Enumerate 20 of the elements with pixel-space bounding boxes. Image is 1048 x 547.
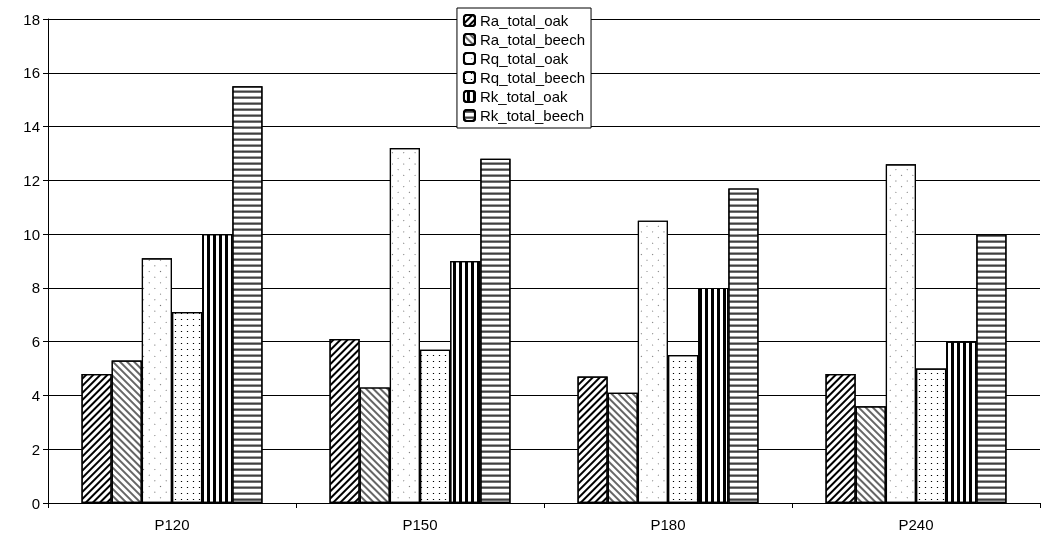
x-tick-label: P240	[898, 516, 934, 533]
legend-label: Ra_total_oak	[479, 12, 569, 29]
x-tick-label: P180	[650, 516, 686, 533]
x-tick-label: P150	[402, 516, 438, 533]
y-tick-label: 8	[31, 279, 40, 297]
y-tick-label: 18	[23, 10, 40, 28]
y-tick-label: 2	[31, 440, 40, 458]
y-tick-label: 14	[23, 118, 40, 136]
y-tick-label: 6	[31, 333, 40, 351]
x-tick-label: P120	[154, 516, 190, 533]
y-tick-label: 4	[31, 386, 40, 404]
legend-label: Rk_total_oak	[479, 88, 569, 105]
y-tick-label: 10	[23, 225, 40, 243]
y-tick-label: 0	[31, 494, 40, 512]
legend-label: Rq_total_oak	[479, 50, 569, 67]
y-tick-label: 12	[23, 171, 40, 189]
y-tick-label: 16	[23, 64, 40, 82]
legend-label: Ra_total_beech	[479, 31, 586, 48]
legend-label: Rq_total_beech	[479, 69, 586, 86]
legend-label: Rk_total_beech	[479, 107, 585, 124]
